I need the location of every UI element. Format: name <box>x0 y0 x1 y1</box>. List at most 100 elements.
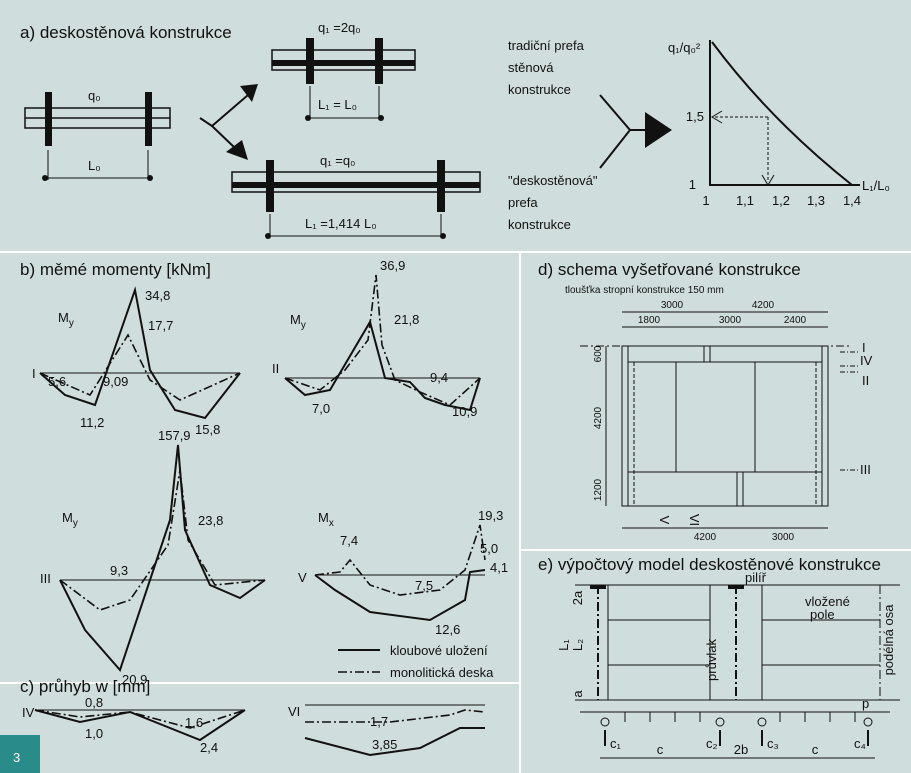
value-label: 157,9 <box>158 428 191 443</box>
plan <box>580 311 860 529</box>
load-label: q₁ =2q₀ <box>318 20 361 35</box>
section-label: I <box>32 366 36 381</box>
title-d: d) schema vyšetřované konstrukce <box>538 260 801 279</box>
value-label: 2,4 <box>200 740 218 755</box>
beam-left <box>24 92 171 181</box>
label: p <box>862 696 869 711</box>
plot-II <box>284 274 481 412</box>
value-label: 5,6 <box>48 374 66 389</box>
legend <box>338 649 380 673</box>
title-a: a) deskostěnová konstrukce <box>20 23 232 42</box>
dim: a <box>570 690 585 698</box>
value-label: 0,8 <box>85 695 103 710</box>
dim: 2400 <box>784 315 807 326</box>
title-c: c) průhyb w [mm] <box>20 677 150 696</box>
title-b: b) měmé momenty [kNm] <box>20 260 211 279</box>
value-label: 10,9 <box>452 404 477 419</box>
dim: 3000 <box>719 315 742 326</box>
label: c₁ <box>610 736 622 751</box>
x-tick: 1 <box>702 193 709 208</box>
section-label: II <box>272 361 279 376</box>
text-line: konstrukce <box>508 217 571 232</box>
title-e: e) výpočtový model deskostěnové konstruk… <box>538 555 881 574</box>
subtitle-d: tloušťka stropní konstrukce 150 mm <box>565 285 724 296</box>
dim: 4200 <box>694 532 717 543</box>
dim: 4200 <box>593 406 604 429</box>
plot-I <box>39 286 241 420</box>
span-label: L₁ = L₀ <box>318 97 357 112</box>
legend-entry: monolitická deska <box>390 665 494 680</box>
value-label: 23,8 <box>198 513 223 528</box>
y-tick: 1,5 <box>686 109 704 124</box>
label: vložené <box>805 594 850 609</box>
text-line: "deskostěnová" <box>508 173 598 188</box>
model <box>575 584 900 759</box>
badge <box>0 735 40 773</box>
value-label: 21,8 <box>394 312 419 327</box>
dim: c <box>657 742 664 757</box>
value-label: 11,2 <box>80 415 104 430</box>
value-label: 1,6 <box>185 715 203 730</box>
graph-y-label: q₁/q₀² <box>668 40 701 55</box>
value-label: 1,7 <box>370 714 388 729</box>
value-label: 34,8 <box>145 288 170 303</box>
dim: 3000 <box>772 532 795 543</box>
label: podélná osa <box>881 604 896 676</box>
dim: 600 <box>593 345 604 362</box>
section-label: III <box>40 571 51 586</box>
dim: 1800 <box>638 315 661 326</box>
moment-label: My <box>62 510 78 529</box>
value-label: 9,3 <box>110 563 128 578</box>
load-label: q₁ =q₀ <box>320 153 355 168</box>
label: pilíř <box>745 570 767 585</box>
value-label: 4,1 <box>490 560 508 575</box>
moment-label: My <box>290 312 306 331</box>
label: průvlak <box>704 639 719 681</box>
moment-label: My <box>58 310 74 329</box>
span-label: L₁ =1,414 L₀ <box>305 216 377 231</box>
label: c₂ <box>706 736 718 751</box>
dim: c <box>812 742 819 757</box>
value-label: 36,9 <box>380 258 405 273</box>
graph <box>709 40 860 186</box>
x-tick: 1,2 <box>772 193 790 208</box>
x-tick: 1,3 <box>807 193 825 208</box>
section-label: IV <box>860 353 873 368</box>
value-label: 7,5 <box>415 578 433 593</box>
value-label: 19,3 <box>478 508 503 523</box>
section-label: II <box>862 373 869 388</box>
label: c₄ <box>854 736 866 751</box>
value-label: 17,7 <box>148 318 173 333</box>
load-label: q₀ <box>88 88 101 103</box>
dim: 2a <box>570 590 585 605</box>
section-label: III <box>860 462 871 477</box>
value-label: 7,0 <box>312 401 330 416</box>
beam-bottom <box>231 160 481 239</box>
value-label: 9,4 <box>430 370 448 385</box>
value-label: 5,0 <box>480 541 498 556</box>
label: c₃ <box>767 736 779 751</box>
plot-VI <box>304 704 486 757</box>
dim: 1200 <box>593 478 604 501</box>
dim: L₁ <box>556 639 571 651</box>
section-label: VI <box>687 514 702 526</box>
beam-top <box>271 38 416 121</box>
value-label: 12,6 <box>435 622 460 637</box>
dim: L₂ <box>570 639 585 651</box>
dim: 4200 <box>752 300 775 311</box>
value-label: 9,09 <box>103 374 128 389</box>
plot-III <box>59 444 266 672</box>
legend-entry: kloubové uložení <box>390 643 488 658</box>
dividers <box>0 251 911 773</box>
plot-V <box>314 524 486 622</box>
x-tick: 1,1 <box>736 193 754 208</box>
span-label: L₀ <box>88 158 101 173</box>
section-label: V <box>657 516 672 525</box>
plot-IV <box>34 709 246 742</box>
text-line: konstrukce <box>508 82 571 97</box>
value-label: 3,85 <box>372 737 397 752</box>
section-label: V <box>298 570 307 585</box>
y-tick: 1 <box>689 177 696 192</box>
badge-label: 3 <box>13 750 20 765</box>
